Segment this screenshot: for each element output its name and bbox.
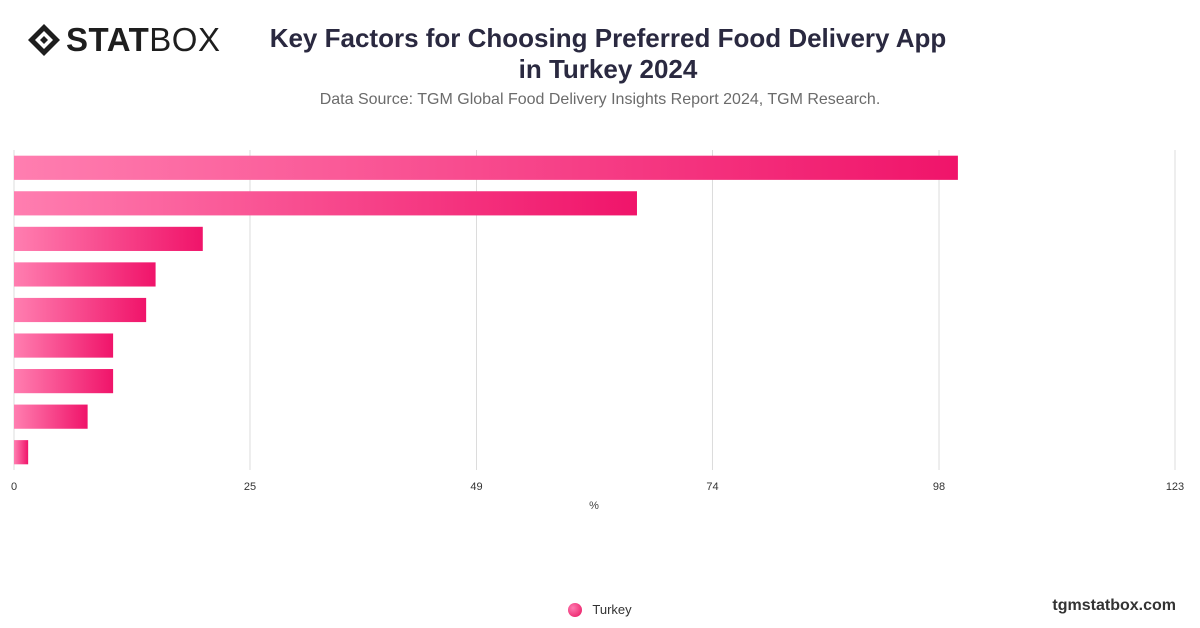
x-tick-label: 74: [706, 481, 718, 493]
chart-title: Key Factors for Choosing Preferred Food …: [260, 23, 956, 85]
legend-label: Turkey: [592, 602, 632, 617]
bar[interactable]: [14, 404, 88, 429]
bar[interactable]: [14, 262, 156, 287]
legend[interactable]: Turkey: [0, 602, 1200, 617]
x-tick-label: 98: [933, 481, 945, 493]
bar[interactable]: [14, 155, 958, 180]
bar[interactable]: [14, 191, 637, 216]
bar[interactable]: [14, 297, 147, 323]
x-tick-label: 49: [470, 481, 482, 493]
grid-lines: [13, 150, 1176, 470]
x-tick-label: 123: [1166, 481, 1184, 493]
bar[interactable]: [14, 369, 114, 394]
x-tick-label: 0: [11, 481, 17, 493]
bar[interactable]: [14, 440, 29, 465]
logo-text-bold: STAT: [66, 21, 150, 58]
statbox-logo: STATBOX: [26, 22, 220, 58]
bar[interactable]: [14, 333, 114, 358]
chart-title-line-2: in Turkey 2024: [518, 54, 698, 84]
statbox-logo-icon: [28, 24, 60, 56]
x-tick-label: 25: [244, 481, 256, 493]
bar[interactable]: [14, 226, 203, 251]
x-axis-ticks: 0 25 49 74 98 123: [11, 481, 1184, 493]
chart-subtitle: Data Source: TGM Global Food Delivery In…: [319, 91, 881, 108]
x-axis-title: %: [589, 500, 599, 512]
legend-marker-icon: [568, 602, 583, 617]
bars: [14, 155, 958, 465]
logo-text-light: BOX: [149, 21, 221, 58]
chart-title-line-1: Key Factors for Choosing Preferred Food …: [269, 23, 947, 53]
website-label: tgmstatbox.com: [1052, 597, 1176, 614]
